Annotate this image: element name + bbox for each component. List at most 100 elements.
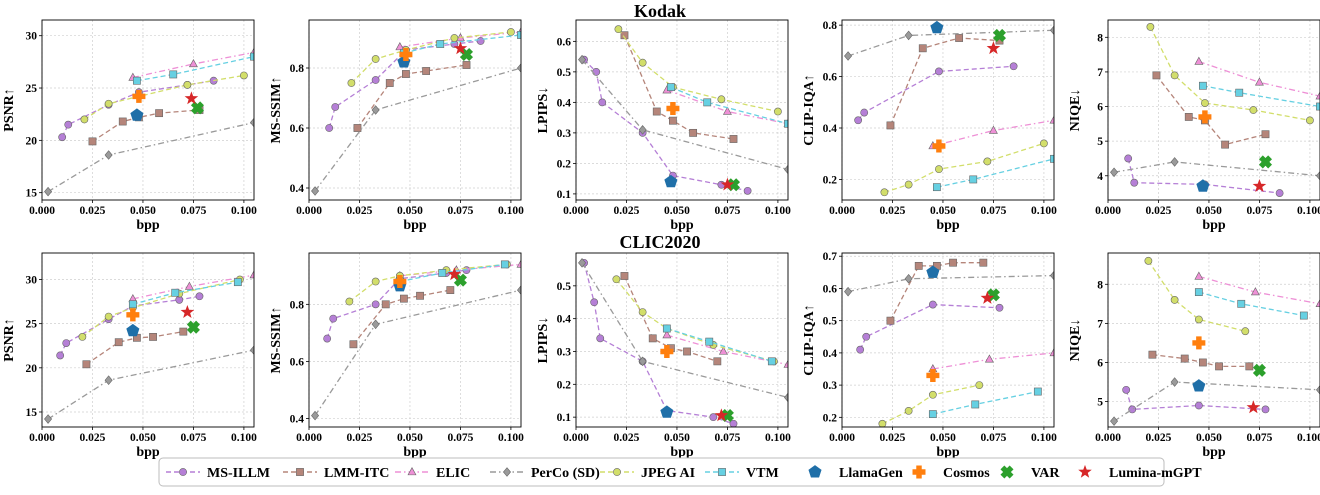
point-kodak-clip-iqa-llamagen-0 — [930, 20, 944, 34]
legend-label-ms-illm: MS-ILLM — [207, 466, 270, 481]
point-kodak-lpips-lmm-itc-0 — [620, 31, 629, 40]
point-clic2020-niqe-jpeg-ai-3 — [1241, 327, 1250, 336]
xtick-label-clic2020-clip-iqa-2: 0.050 — [930, 432, 956, 444]
point-kodak-ms-ssim-perco-sd-2 — [517, 63, 521, 73]
legend-marker-elic — [407, 467, 417, 476]
ytick-label-clic2020-clip-iqa-1: 0.3 — [823, 380, 838, 392]
point-kodak-ms-ssim-lumina-mgpt-0 — [453, 41, 468, 55]
point-kodak-lpips-ms-illm-1 — [592, 67, 601, 76]
point-clic2020-lpips-elic-1 — [718, 346, 728, 355]
point-clic2020-niqe-vtm-0 — [1194, 288, 1203, 297]
point-clic2020-niqe-elic-2 — [1315, 298, 1320, 308]
xtick-label-kodak-niqe-4: 0.100 — [1297, 205, 1320, 217]
xtick-label-clic2020-lpips-2: 0.050 — [664, 432, 690, 444]
ytick-label-kodak-lpips-2: 0.3 — [557, 128, 572, 140]
point-kodak-niqe-jpeg-ai-3 — [1249, 106, 1258, 114]
series-line-kodak-ms-ssim-lmm-itc — [356, 64, 467, 129]
point-kodak-lpips-llamagen-0 — [664, 174, 678, 188]
point-kodak-niqe-elic-2 — [1315, 91, 1320, 100]
series-line-clic2020-lpips-perco-sd — [581, 262, 788, 399]
point-kodak-ms-ssim-ms-illm-2 — [371, 76, 380, 84]
series-line-kodak-lpips-perco-sd — [581, 59, 788, 171]
point-clic2020-ms-ssim-jpeg-ai-0 — [345, 297, 354, 306]
ytick-label-kodak-ms-ssim-1: 0.6 — [290, 123, 305, 135]
ylabel-kodak-clip-iqa: CLIP-IQA↑ — [802, 74, 817, 146]
legend-label-lumina-mgpt: Lumina-mGPT — [1109, 466, 1202, 481]
ytick-label-kodak-lpips-3: 0.4 — [557, 97, 572, 109]
point-clic2020-ms-ssim-cosmos-0 — [393, 275, 407, 289]
xtick-label-clic2020-psnr-1: 0.025 — [80, 432, 106, 444]
xlabel-clic2020-ms-ssim: bpp — [403, 445, 427, 460]
series-line-kodak-lpips-ms-illm — [583, 59, 748, 192]
ytick-label-kodak-niqe-0: 4 — [1097, 171, 1103, 183]
xtick-label-clic2020-lpips-0: 0.000 — [563, 432, 589, 444]
point-clic2020-clip-iqa-cosmos-0 — [926, 368, 940, 382]
series-line-clic2020-lpips-jpeg-ai — [615, 278, 775, 362]
series-line-kodak-clip-iqa-vtm — [936, 158, 1054, 188]
xlabel-clic2020-clip-iqa: bpp — [936, 445, 960, 460]
legend-marker-lmm-itc — [296, 468, 304, 476]
series-line-clic2020-clip-iqa-ms-illm — [859, 303, 1000, 350]
xlabel-kodak-lpips: bpp — [670, 218, 694, 233]
point-clic2020-clip-iqa-lmm-itc-4 — [979, 258, 988, 267]
ylabel-kodak-psnr: PSNR↑ — [2, 88, 17, 132]
legend-marker-vtm — [718, 468, 726, 476]
point-clic2020-clip-iqa-elic-2 — [1049, 347, 1054, 357]
legend-item-elic: ELIC — [395, 466, 470, 481]
legend-label-elic: ELIC — [436, 466, 470, 481]
ytick-label-kodak-psnr-0: 15 — [26, 188, 38, 200]
point-clic2020-psnr-cosmos-0 — [126, 308, 140, 322]
ytick-label-kodak-niqe-2: 6 — [1097, 102, 1103, 114]
point-clic2020-clip-iqa-perco-sd-1 — [904, 273, 913, 284]
point-kodak-niqe-ms-illm-1 — [1130, 178, 1139, 187]
ytick-label-clic2020-lpips-1: 0.2 — [557, 379, 572, 391]
point-kodak-psnr-jpeg-ai-4 — [240, 71, 248, 80]
series-line-clic2020-clip-iqa-lmm-itc — [889, 262, 984, 321]
plot-area-kodak-clip-iqa — [844, 20, 1054, 197]
point-kodak-ms-ssim-jpeg-ai-0 — [347, 79, 356, 87]
point-clic2020-ms-ssim-ms-illm-2 — [371, 300, 380, 309]
row-title-kodak: Kodak — [634, 1, 686, 21]
legend-item-cosmos: Cosmos — [912, 465, 990, 481]
point-clic2020-lpips-lmm-itc-3 — [683, 347, 691, 356]
plot-area-clic2020-lpips — [578, 258, 788, 427]
point-kodak-lpips-ms-illm-2 — [598, 98, 607, 107]
ytick-label-kodak-clip-iqa-3: 0.8 — [823, 20, 838, 32]
point-kodak-lpips-lmm-itc-3 — [689, 128, 698, 137]
ytick-label-clic2020-lpips-0: 0.1 — [557, 412, 572, 424]
ytick-label-kodak-lpips-0: 0.1 — [557, 189, 572, 201]
series-line-kodak-niqe-jpeg-ai — [1149, 26, 1311, 122]
point-kodak-ms-ssim-lmm-itc-0 — [353, 124, 362, 132]
point-kodak-ms-ssim-lmm-itc-3 — [422, 67, 431, 75]
ytick-label-kodak-psnr-1: 20 — [26, 135, 38, 147]
point-clic2020-lpips-cosmos-0 — [660, 344, 674, 358]
xtick-label-kodak-ms-ssim-2: 0.050 — [397, 205, 423, 217]
xtick-label-kodak-ms-ssim-1: 0.025 — [347, 205, 373, 217]
point-clic2020-clip-iqa-ms-illm-1 — [862, 332, 871, 341]
point-kodak-niqe-elic-1 — [1254, 77, 1264, 86]
point-clic2020-niqe-var-0 — [1252, 363, 1266, 377]
xtick-label-clic2020-ms-ssim-1: 0.025 — [347, 432, 373, 444]
point-clic2020-lpips-lmm-itc-4 — [713, 357, 722, 366]
point-clic2020-niqe-llamagen-0 — [1192, 379, 1206, 392]
point-kodak-lpips-jpeg-ai-1 — [638, 58, 647, 67]
point-clic2020-lpips-ms-illm-1 — [590, 298, 599, 307]
point-clic2020-lpips-lmm-itc-0 — [620, 272, 629, 280]
point-clic2020-lpips-jpeg-ai-1 — [638, 308, 647, 316]
point-kodak-psnr-lumina-mgpt-0 — [184, 91, 199, 105]
ytick-label-clic2020-clip-iqa-0: 0.2 — [823, 412, 838, 424]
point-kodak-clip-iqa-vtm-1 — [969, 175, 978, 184]
point-kodak-psnr-perco-sd-0 — [44, 186, 53, 197]
point-clic2020-psnr-perco-sd-2 — [250, 345, 254, 355]
point-clic2020-lpips-lmm-itc-1 — [648, 334, 657, 343]
xlabel-kodak-psnr: bpp — [136, 218, 160, 233]
point-kodak-niqe-ms-illm-0 — [1124, 154, 1133, 163]
xlabel-kodak-ms-ssim: bpp — [403, 218, 427, 233]
point-clic2020-clip-iqa-vtm-1 — [971, 400, 980, 409]
point-clic2020-ms-ssim-vtm-1 — [438, 269, 447, 277]
series-line-clic2020-psnr-vtm — [132, 281, 238, 305]
point-kodak-psnr-lmm-itc-0 — [88, 137, 97, 146]
legend-marker-cosmos — [912, 465, 926, 479]
point-clic2020-lpips-perco-sd-2 — [784, 392, 788, 403]
legend: MS-ILLM LMM-ITC ELIC PerCo (SD) JPEG AI VTM Ll… — [158, 457, 1202, 487]
